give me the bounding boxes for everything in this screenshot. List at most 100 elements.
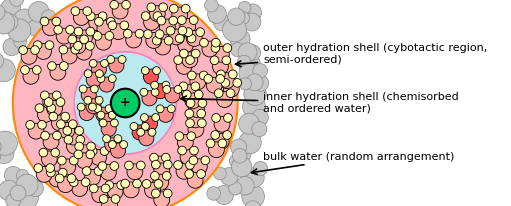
Ellipse shape — [206, 77, 222, 93]
Ellipse shape — [36, 166, 52, 182]
Ellipse shape — [111, 89, 140, 117]
Ellipse shape — [85, 41, 94, 50]
Ellipse shape — [50, 64, 66, 80]
Ellipse shape — [55, 174, 64, 183]
Ellipse shape — [3, 38, 20, 56]
Ellipse shape — [107, 184, 123, 199]
Ellipse shape — [148, 128, 156, 136]
Ellipse shape — [75, 126, 84, 135]
Ellipse shape — [0, 138, 1, 156]
Ellipse shape — [68, 35, 77, 44]
Ellipse shape — [28, 19, 45, 36]
Ellipse shape — [152, 160, 160, 169]
Ellipse shape — [239, 131, 261, 154]
Ellipse shape — [60, 159, 76, 175]
Ellipse shape — [58, 156, 66, 165]
Ellipse shape — [2, 14, 18, 30]
Ellipse shape — [74, 27, 83, 36]
Ellipse shape — [110, 0, 119, 9]
Ellipse shape — [86, 72, 101, 87]
Ellipse shape — [135, 29, 144, 38]
Ellipse shape — [208, 142, 224, 158]
Ellipse shape — [64, 135, 73, 144]
Ellipse shape — [230, 29, 250, 49]
Ellipse shape — [95, 17, 103, 26]
Ellipse shape — [140, 88, 148, 96]
Ellipse shape — [69, 156, 78, 165]
Ellipse shape — [228, 182, 242, 195]
Ellipse shape — [96, 107, 111, 122]
Ellipse shape — [57, 120, 65, 129]
Ellipse shape — [153, 67, 160, 75]
Ellipse shape — [190, 74, 206, 90]
Ellipse shape — [159, 19, 175, 35]
Ellipse shape — [187, 30, 202, 46]
Ellipse shape — [198, 119, 206, 128]
Ellipse shape — [86, 99, 101, 114]
Ellipse shape — [71, 45, 80, 54]
Ellipse shape — [43, 134, 59, 150]
Ellipse shape — [75, 142, 83, 151]
Ellipse shape — [239, 113, 260, 134]
Ellipse shape — [239, 63, 260, 84]
Ellipse shape — [106, 17, 115, 26]
Ellipse shape — [165, 36, 173, 45]
Ellipse shape — [181, 4, 190, 13]
Ellipse shape — [90, 85, 98, 93]
Ellipse shape — [243, 95, 265, 118]
Ellipse shape — [204, 0, 218, 12]
Ellipse shape — [211, 44, 220, 52]
Ellipse shape — [252, 75, 269, 91]
Ellipse shape — [206, 139, 215, 148]
Ellipse shape — [102, 197, 118, 206]
Ellipse shape — [142, 91, 157, 106]
Ellipse shape — [192, 49, 200, 58]
Ellipse shape — [151, 172, 159, 180]
Ellipse shape — [174, 161, 182, 169]
Ellipse shape — [54, 25, 62, 34]
Ellipse shape — [168, 105, 175, 113]
Ellipse shape — [190, 146, 198, 155]
Ellipse shape — [180, 149, 196, 165]
Ellipse shape — [223, 18, 247, 42]
Ellipse shape — [153, 84, 168, 99]
Ellipse shape — [217, 70, 225, 79]
Ellipse shape — [100, 147, 109, 156]
Ellipse shape — [200, 38, 208, 47]
Ellipse shape — [89, 15, 105, 30]
Ellipse shape — [120, 21, 129, 30]
Ellipse shape — [204, 75, 213, 83]
Ellipse shape — [158, 107, 173, 122]
Ellipse shape — [80, 35, 88, 44]
Ellipse shape — [220, 168, 238, 185]
Ellipse shape — [238, 43, 257, 62]
Ellipse shape — [208, 11, 221, 23]
Ellipse shape — [214, 116, 230, 132]
Ellipse shape — [185, 170, 194, 178]
Ellipse shape — [228, 70, 237, 79]
Ellipse shape — [70, 38, 86, 54]
Ellipse shape — [214, 89, 223, 98]
Ellipse shape — [74, 52, 176, 154]
Ellipse shape — [215, 185, 234, 204]
Ellipse shape — [76, 135, 85, 144]
Ellipse shape — [27, 180, 43, 197]
Ellipse shape — [169, 16, 178, 25]
Ellipse shape — [1, 0, 20, 18]
Ellipse shape — [252, 122, 267, 137]
Ellipse shape — [37, 107, 53, 122]
Ellipse shape — [253, 63, 267, 78]
Ellipse shape — [0, 4, 5, 20]
Ellipse shape — [97, 75, 105, 82]
Ellipse shape — [186, 99, 195, 108]
Ellipse shape — [223, 44, 231, 52]
Ellipse shape — [144, 14, 159, 30]
Ellipse shape — [187, 172, 203, 188]
Ellipse shape — [21, 48, 37, 64]
Ellipse shape — [233, 149, 247, 163]
Ellipse shape — [179, 49, 188, 58]
Ellipse shape — [123, 182, 139, 198]
Ellipse shape — [36, 43, 52, 59]
Ellipse shape — [40, 91, 49, 100]
Ellipse shape — [74, 150, 83, 159]
